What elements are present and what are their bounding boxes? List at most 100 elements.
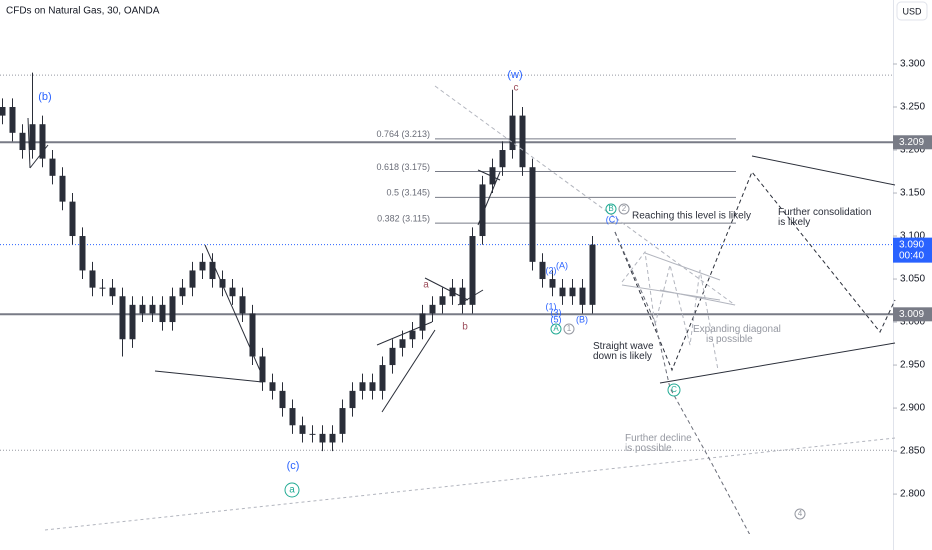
candle-body <box>99 287 106 289</box>
wedge-line <box>27 117 31 169</box>
y-tick-label: 3.150 <box>900 188 925 199</box>
candle-body <box>229 287 236 297</box>
annotations: (b) (w) c a b (c) a B 2 (C) (2) (A) (1) … <box>38 69 871 518</box>
diagonal-path <box>621 250 719 371</box>
circle <box>618 203 630 215</box>
candle-body <box>519 115 526 168</box>
candle-body <box>39 124 46 159</box>
candle-body <box>339 408 346 434</box>
chart-title: CFDs on Natural Gas, 30, OANDA <box>6 6 160 17</box>
wave-label: a <box>289 485 295 496</box>
wave-label: (5) <box>551 314 562 324</box>
candle-body <box>189 270 196 288</box>
note: Reaching this level is likely <box>632 211 751 222</box>
candle-body <box>489 167 496 185</box>
note-line: is likely <box>778 217 810 228</box>
candle-body <box>149 304 156 314</box>
y-tick-label: 3.300 <box>900 59 925 70</box>
wave-label: a <box>423 280 429 291</box>
diagonal-line <box>659 289 736 306</box>
candle-body <box>319 433 326 443</box>
wave-label: (3) <box>551 307 562 317</box>
y-tick-label: 3.000 <box>900 317 925 328</box>
wedge-line <box>381 329 436 413</box>
candle-body <box>49 158 56 176</box>
wedge-line <box>477 171 501 226</box>
candle-body <box>309 433 316 435</box>
wave-label: C <box>671 385 677 394</box>
wave-label: (C) <box>606 214 619 224</box>
note-line: is possible <box>706 334 753 345</box>
circle <box>667 383 681 397</box>
candle-body <box>109 287 116 297</box>
wedge-line <box>376 321 433 346</box>
currency-button[interactable] <box>896 1 928 21</box>
candle-body <box>79 236 86 271</box>
candle-body <box>159 304 166 323</box>
diagonal-line <box>644 252 721 281</box>
y-tick-label: 2.850 <box>900 446 925 457</box>
candle-body <box>279 390 286 409</box>
circle <box>605 203 617 215</box>
candle-body <box>379 365 386 391</box>
note: Further consolidation is likely <box>778 207 871 228</box>
fib-label: 0.5 (3.145) <box>386 188 430 198</box>
candle-body <box>199 261 206 271</box>
candle-body <box>169 296 176 323</box>
projection-path <box>614 171 896 372</box>
candle-body <box>269 382 276 391</box>
note-line: down is likely <box>593 351 652 362</box>
note-line: Further decline <box>625 433 692 444</box>
candle-body <box>289 408 296 426</box>
candle-body <box>59 175 66 202</box>
candle-body <box>549 279 556 288</box>
y-tick-label: 3.200 <box>900 145 925 156</box>
projection-path <box>614 231 759 550</box>
fib-label: 0.764 (3.213) <box>376 129 430 139</box>
candle-body <box>89 270 96 288</box>
fib-label: 0.382 (3.115) <box>377 214 430 224</box>
y-tick-label: 3.250 <box>900 102 925 113</box>
candle-body <box>569 287 576 297</box>
circle <box>284 482 300 498</box>
y-tick-label: 3.100 <box>900 231 925 242</box>
candle-body <box>19 132 26 151</box>
candle-body <box>499 150 506 168</box>
wave-label: (b) <box>38 91 51 103</box>
circle <box>794 508 806 520</box>
wave-label: (B) <box>576 314 588 324</box>
wave-label: (1) <box>546 301 557 311</box>
candle-body <box>329 433 336 443</box>
drawings <box>27 85 896 550</box>
candle-body <box>139 304 146 314</box>
candle-body <box>479 184 486 237</box>
candle-body <box>239 296 246 314</box>
wave-label: 1 <box>567 324 572 333</box>
wedge-line <box>424 277 469 301</box>
price-badge <box>893 135 932 150</box>
wave-label: b <box>462 322 468 333</box>
candle-body <box>29 124 36 151</box>
wave-label: A <box>553 324 559 333</box>
channel-line <box>659 342 896 384</box>
price-badge <box>893 307 932 322</box>
candle-body <box>359 382 366 391</box>
note-line: Expanding diagonal <box>693 324 781 335</box>
candle-body <box>399 339 406 348</box>
fib-label: 0.618 (3.175) <box>376 162 430 172</box>
time-axis <box>0 534 893 550</box>
y-tick-label: 2.900 <box>900 403 925 414</box>
wave-label: (c) <box>287 460 300 472</box>
candle-body <box>299 425 306 434</box>
candle-body <box>209 261 216 280</box>
circle <box>563 323 575 335</box>
y-tick-label: 2.950 <box>900 360 925 371</box>
price-badge-label: 3.009 <box>899 309 924 320</box>
candle-body <box>179 287 186 297</box>
candle-body <box>9 107 16 133</box>
wave-label: (2) <box>546 265 557 275</box>
candle-body <box>579 287 586 305</box>
candle-body <box>0 107 6 116</box>
